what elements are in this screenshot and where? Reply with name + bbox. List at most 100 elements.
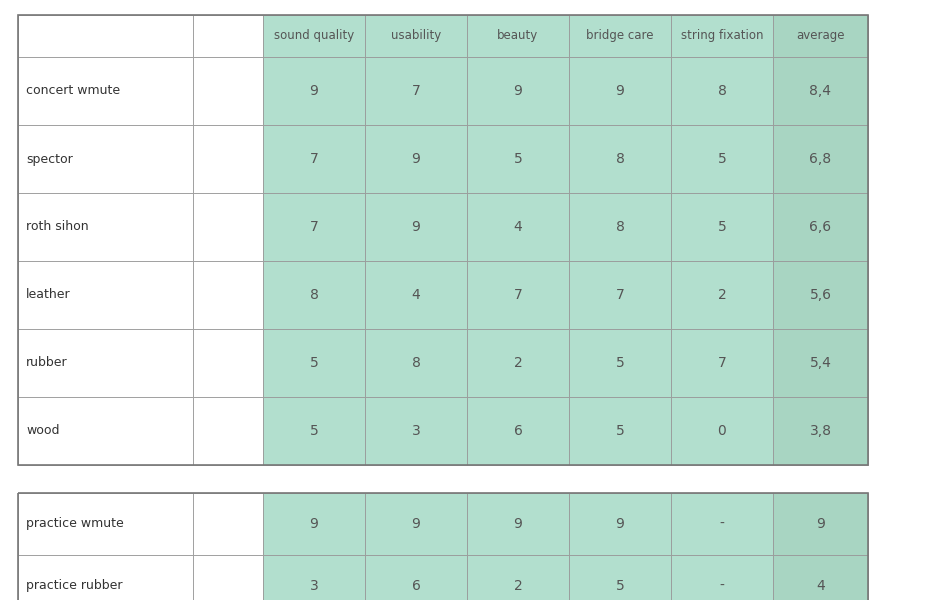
Text: string fixation: string fixation bbox=[681, 29, 764, 43]
Text: 6: 6 bbox=[513, 424, 523, 438]
Bar bbox=[18, 493, 193, 555]
Bar bbox=[671, 15, 773, 57]
Text: 5: 5 bbox=[718, 152, 726, 166]
Bar bbox=[671, 555, 773, 600]
Bar bbox=[467, 329, 569, 397]
Bar bbox=[467, 125, 569, 193]
Bar bbox=[193, 555, 263, 600]
Bar bbox=[193, 329, 263, 397]
Text: 7: 7 bbox=[411, 84, 421, 98]
Bar bbox=[365, 329, 467, 397]
Text: 5: 5 bbox=[616, 579, 625, 593]
Bar bbox=[263, 261, 365, 329]
Text: 9: 9 bbox=[411, 152, 421, 166]
Text: rubber: rubber bbox=[26, 356, 68, 370]
Bar bbox=[773, 57, 868, 125]
Bar bbox=[773, 397, 868, 465]
Bar bbox=[773, 555, 868, 600]
Bar bbox=[18, 493, 868, 600]
Text: roth sihon: roth sihon bbox=[26, 220, 89, 233]
Bar bbox=[671, 329, 773, 397]
Text: 4: 4 bbox=[514, 220, 523, 234]
Bar bbox=[467, 193, 569, 261]
Bar bbox=[569, 397, 671, 465]
Bar bbox=[671, 397, 773, 465]
Text: 9: 9 bbox=[616, 84, 625, 98]
Bar bbox=[365, 15, 467, 57]
Bar bbox=[365, 193, 467, 261]
Bar bbox=[263, 193, 365, 261]
Bar bbox=[569, 329, 671, 397]
Text: concert wmute: concert wmute bbox=[26, 85, 120, 97]
Bar bbox=[18, 397, 193, 465]
Bar bbox=[18, 555, 193, 600]
Text: 8: 8 bbox=[616, 220, 625, 234]
Bar bbox=[18, 261, 193, 329]
Bar bbox=[773, 193, 868, 261]
Text: 2: 2 bbox=[514, 356, 523, 370]
Bar bbox=[671, 125, 773, 193]
Bar bbox=[263, 493, 365, 555]
Text: 8,4: 8,4 bbox=[809, 84, 831, 98]
Text: 5: 5 bbox=[616, 424, 625, 438]
Bar bbox=[773, 261, 868, 329]
Text: bridge care: bridge care bbox=[586, 29, 654, 43]
Bar bbox=[467, 57, 569, 125]
Bar bbox=[773, 15, 868, 57]
Text: 3: 3 bbox=[411, 424, 421, 438]
Text: usability: usability bbox=[391, 29, 441, 43]
Text: 5,6: 5,6 bbox=[809, 288, 831, 302]
Text: 5: 5 bbox=[309, 356, 318, 370]
Text: spector: spector bbox=[26, 152, 72, 166]
Text: practice wmute: practice wmute bbox=[26, 517, 124, 530]
Bar bbox=[193, 193, 263, 261]
Bar bbox=[569, 193, 671, 261]
Text: -: - bbox=[720, 517, 724, 531]
Text: 5,4: 5,4 bbox=[809, 356, 831, 370]
Text: 2: 2 bbox=[718, 288, 726, 302]
Text: 7: 7 bbox=[616, 288, 625, 302]
Text: 5: 5 bbox=[718, 220, 726, 234]
Text: 5: 5 bbox=[309, 424, 318, 438]
Text: 8: 8 bbox=[309, 288, 318, 302]
Text: practice rubber: practice rubber bbox=[26, 580, 123, 593]
Text: 3: 3 bbox=[309, 579, 318, 593]
Text: beauty: beauty bbox=[497, 29, 539, 43]
Bar bbox=[365, 493, 467, 555]
Text: 2: 2 bbox=[514, 579, 523, 593]
Bar bbox=[569, 493, 671, 555]
Text: 8: 8 bbox=[411, 356, 421, 370]
Bar bbox=[263, 397, 365, 465]
Bar bbox=[193, 125, 263, 193]
Bar bbox=[365, 125, 467, 193]
Bar bbox=[365, 555, 467, 600]
Bar bbox=[773, 125, 868, 193]
Text: 9: 9 bbox=[513, 517, 523, 531]
Text: 9: 9 bbox=[309, 517, 318, 531]
Bar bbox=[193, 493, 263, 555]
Bar bbox=[569, 125, 671, 193]
Bar bbox=[569, 555, 671, 600]
Text: 9: 9 bbox=[816, 517, 825, 531]
Text: 9: 9 bbox=[309, 84, 318, 98]
Text: 7: 7 bbox=[718, 356, 726, 370]
Text: sound quality: sound quality bbox=[274, 29, 354, 43]
Bar bbox=[263, 329, 365, 397]
Bar bbox=[671, 493, 773, 555]
Bar bbox=[569, 261, 671, 329]
Bar bbox=[263, 125, 365, 193]
Text: 7: 7 bbox=[514, 288, 523, 302]
Bar bbox=[773, 329, 868, 397]
Text: 9: 9 bbox=[513, 84, 523, 98]
Text: 8: 8 bbox=[718, 84, 726, 98]
Bar bbox=[671, 261, 773, 329]
Bar bbox=[263, 555, 365, 600]
Text: 5: 5 bbox=[616, 356, 625, 370]
Bar bbox=[193, 397, 263, 465]
Text: 9: 9 bbox=[411, 220, 421, 234]
Bar bbox=[263, 15, 365, 57]
Text: 4: 4 bbox=[411, 288, 421, 302]
Bar bbox=[365, 57, 467, 125]
Bar bbox=[773, 493, 868, 555]
Bar bbox=[193, 261, 263, 329]
